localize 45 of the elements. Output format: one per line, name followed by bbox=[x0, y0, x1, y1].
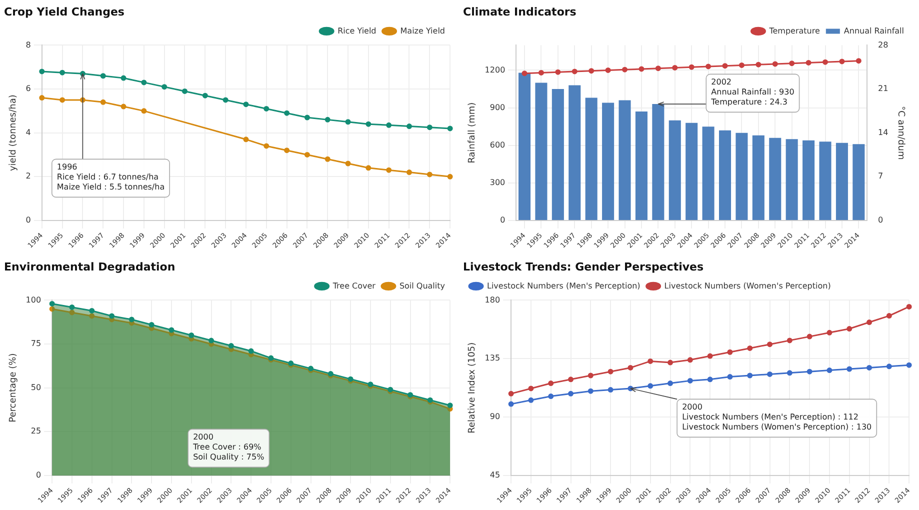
annotation: 2000 Livestock Numbers (Men's Perception) : 112 Livestock Numbers (Women's Perception) : 130 bbox=[682, 402, 872, 432]
y-axis-title: Percentage (%) bbox=[8, 353, 19, 422]
y-tick-label: 50 bbox=[30, 382, 42, 392]
legend-label: Tree Cover bbox=[332, 281, 376, 290]
y-tick-label: 25 bbox=[30, 426, 42, 436]
y-tick-label: 4 bbox=[26, 128, 31, 137]
y-tick-label: 75 bbox=[30, 339, 42, 348]
y-tick-label: 90 bbox=[490, 412, 500, 422]
y-tick-label: 2 bbox=[26, 172, 31, 181]
y2-tick-label: 21 bbox=[878, 84, 888, 94]
y-tick-label: 100 bbox=[26, 295, 42, 304]
chart-title: Climate Indicators bbox=[463, 5, 577, 18]
y-tick-label: 900 bbox=[490, 102, 506, 112]
y-tick-label: 6 bbox=[26, 84, 31, 94]
annotation: 2002 Annual Rainfall : 930 Temperature : 24.3 bbox=[710, 77, 794, 106]
y-tick-label: 0 bbox=[36, 470, 42, 480]
y-tick-label: 45 bbox=[490, 470, 500, 480]
y-tick-label: 600 bbox=[490, 140, 506, 150]
y-axis-title: Rainfall (mm) bbox=[468, 102, 478, 164]
y-axis-title: yield (tonnes/ha) bbox=[8, 94, 19, 172]
y-tick-label: 1200 bbox=[484, 65, 506, 74]
y-tick-label: 0 bbox=[500, 216, 506, 225]
y2-axis-title: °C ann/dum bbox=[895, 106, 906, 160]
y2-tick-label: 7 bbox=[878, 172, 884, 181]
y2-tick-label: 14 bbox=[878, 128, 888, 137]
chart-title: Livestock Trends: Gender Perspectives bbox=[463, 260, 704, 274]
chart-title: Environmental Degradation bbox=[4, 260, 176, 274]
y2-tick-label: 28 bbox=[878, 40, 888, 50]
y-tick-label: 135 bbox=[484, 354, 500, 363]
annotation: 1996 Rice Yield : 6.7 tonnes/ha Maize Yield : 5.5 tonnes/ha bbox=[56, 162, 165, 192]
legend-label: Livestock Numbers (Women's Perception) bbox=[664, 281, 831, 290]
y-tick-label: 0 bbox=[26, 216, 31, 225]
legend-label: Soil Quality bbox=[399, 281, 446, 290]
legend-label: Rice Yield bbox=[338, 26, 376, 36]
y-axis-title: Relative Index (105) bbox=[468, 342, 478, 434]
y2-tick-label: 0 bbox=[878, 216, 884, 225]
y-tick-label: 180 bbox=[484, 295, 500, 304]
legend-label: Livestock Numbers (Men's Perception) bbox=[487, 281, 640, 290]
annotation: 2000 Tree Cover : 69% Soil Quality : 75% bbox=[192, 432, 265, 462]
legend-label: Temperature bbox=[768, 26, 820, 36]
legend-label: Maize Yield bbox=[400, 26, 446, 36]
y-tick-label: 300 bbox=[490, 178, 506, 187]
legend-label: Annual Rainfall bbox=[844, 26, 904, 36]
chart-title: Crop Yield Changes bbox=[4, 5, 125, 18]
y-tick-label: 8 bbox=[26, 40, 31, 50]
